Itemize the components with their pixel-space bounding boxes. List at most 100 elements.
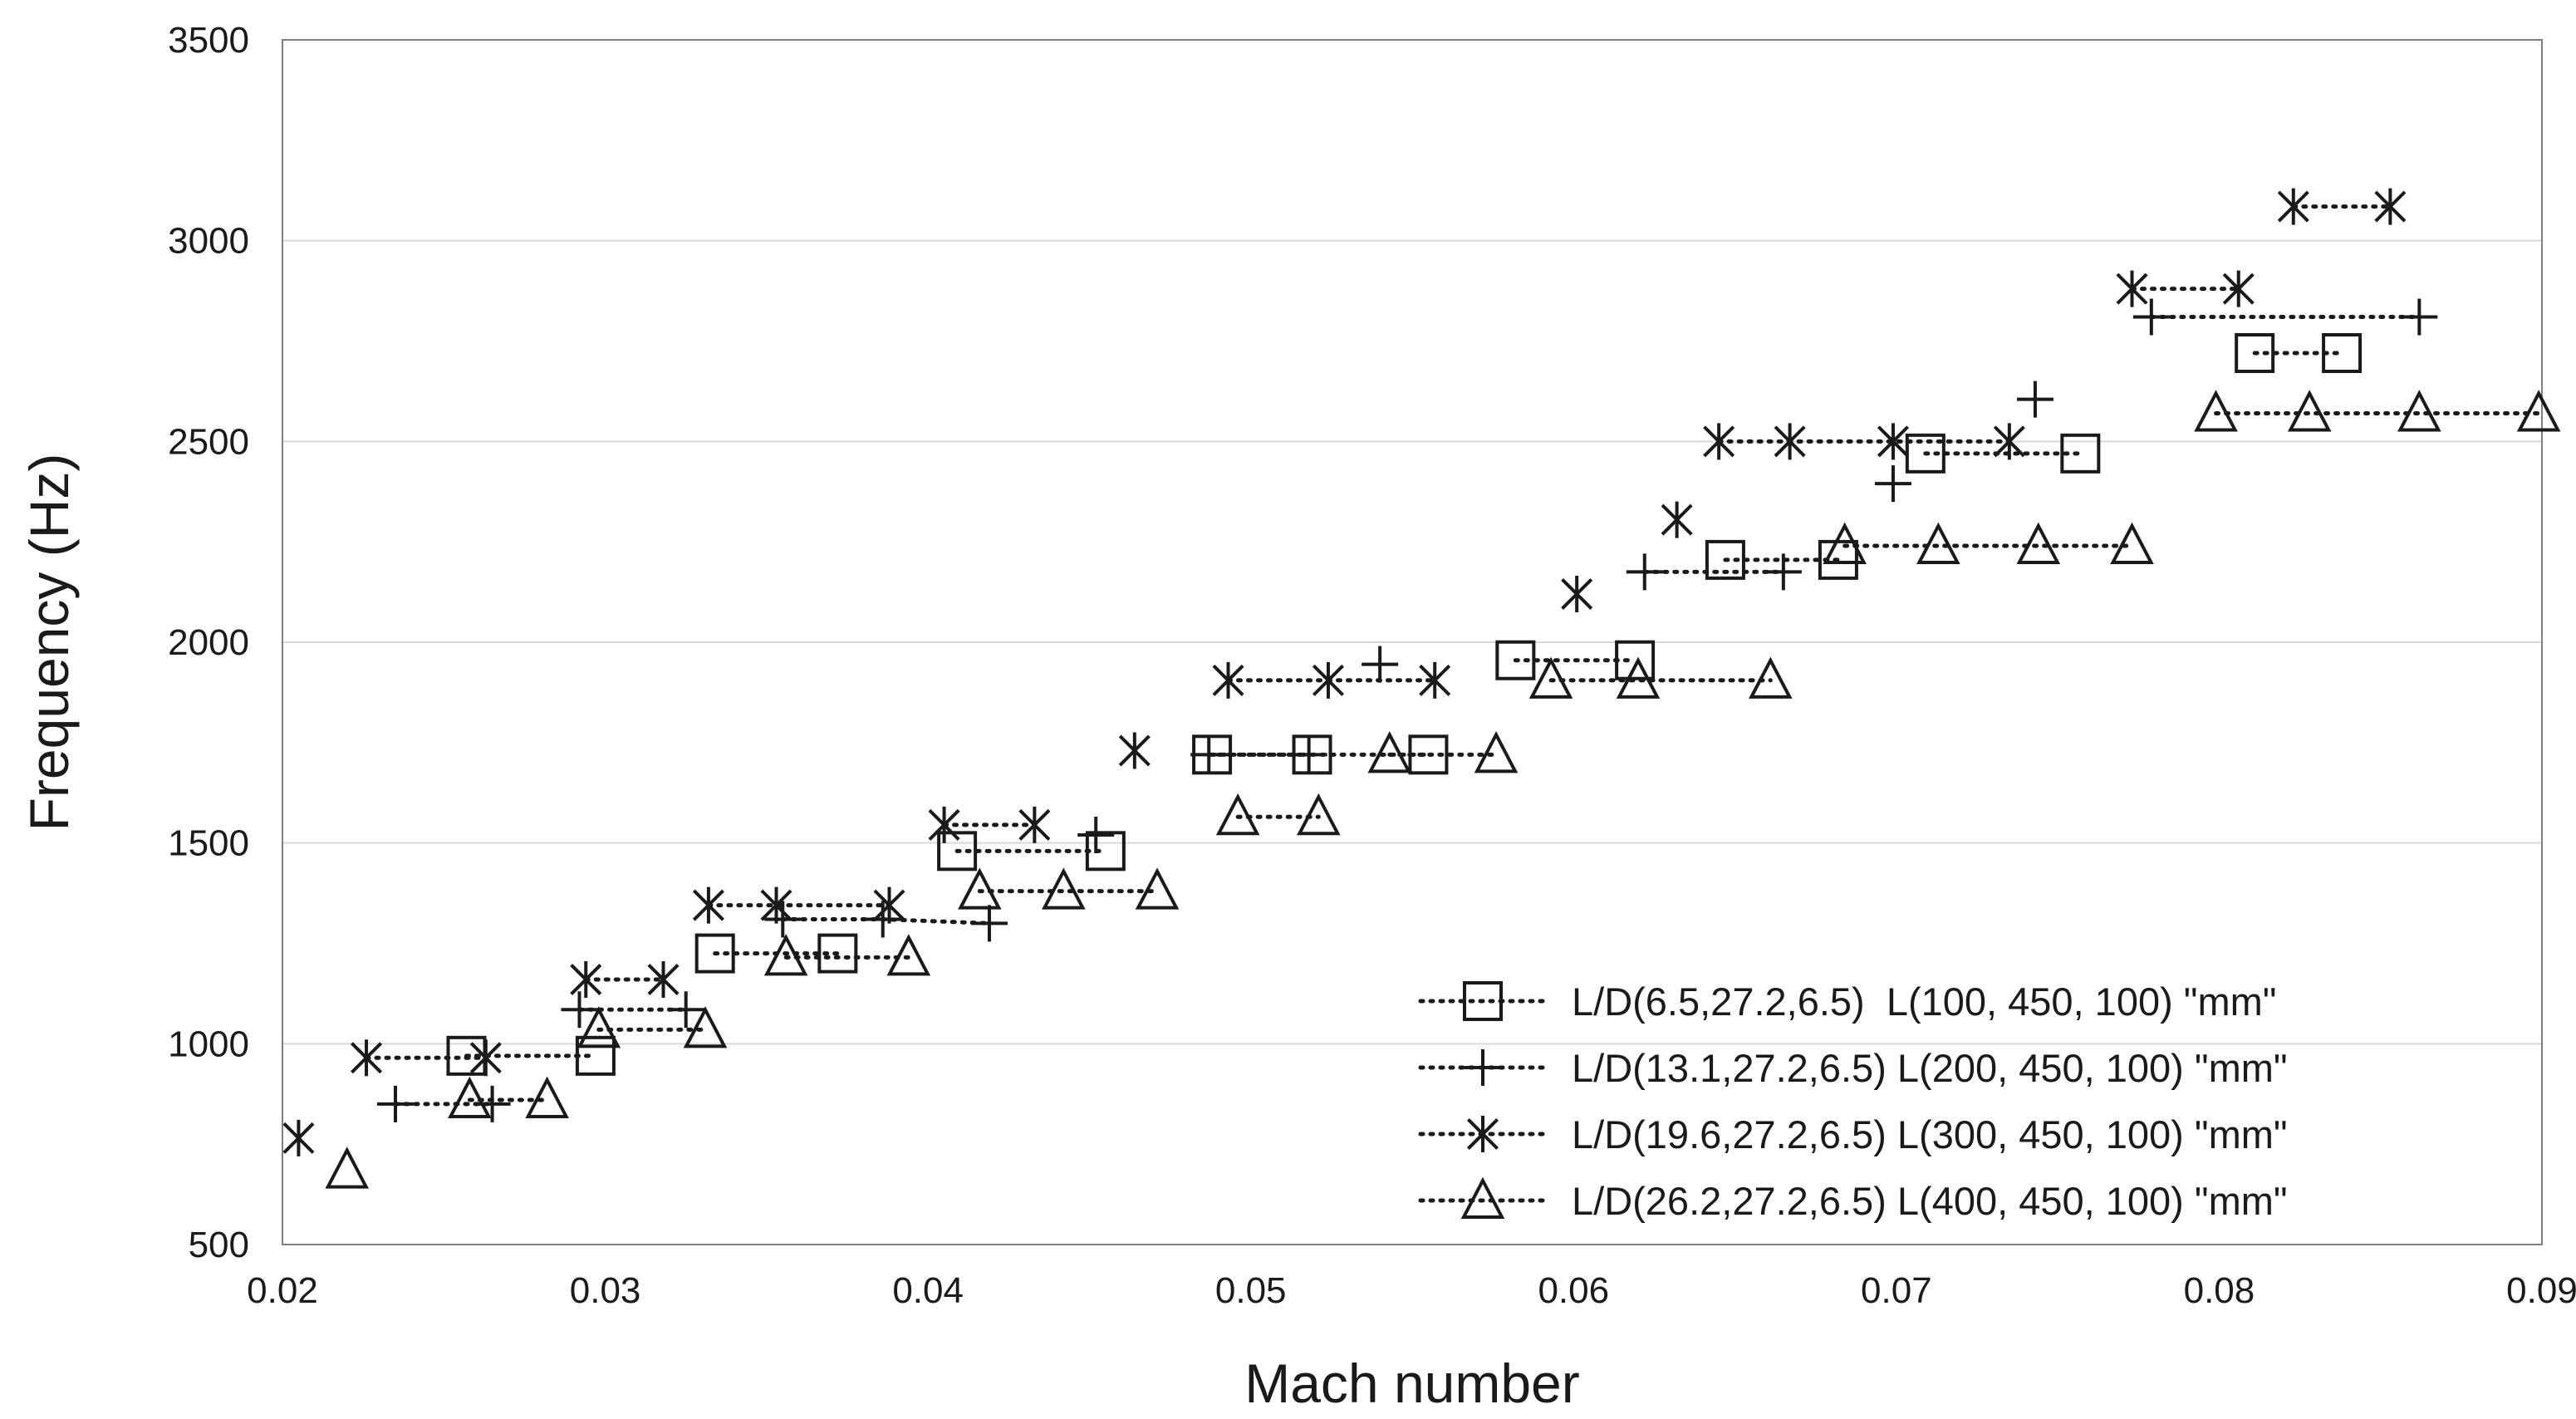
data-point-plus <box>1290 736 1327 773</box>
data-point-square <box>1085 831 1126 872</box>
data-point-asterisk <box>1018 806 1051 843</box>
y-axis-tick-labels: 500 1000 1500 2000 2500 3000 3500 <box>168 20 249 1265</box>
data-point-triangle <box>1616 656 1661 699</box>
data-point-square <box>937 831 978 872</box>
data-point-plus <box>970 905 1008 942</box>
series-plus <box>377 298 2438 1122</box>
data-point-asterisk <box>1877 423 1909 460</box>
series-asterisk <box>282 188 2407 1156</box>
legend-marker-asterisk <box>1466 1116 1499 1152</box>
y-tick-label: 2000 <box>168 622 249 663</box>
data-point-square <box>2060 433 2101 474</box>
data-point-square <box>1705 539 1745 580</box>
data-point-asterisk <box>928 806 960 843</box>
data-point-plus <box>473 1085 511 1122</box>
data-point-square <box>1615 640 1656 680</box>
data-point-asterisk <box>1212 661 1244 699</box>
data-series <box>282 188 2561 1189</box>
x-axis-label: Mach number <box>1244 1353 1580 1414</box>
data-point-triangle <box>1367 731 1412 773</box>
data-point-plus <box>2016 381 2053 418</box>
legend-marker-square <box>1463 981 1503 1021</box>
data-point-triangle <box>2397 390 2441 432</box>
x-axis-tick-labels: 0.02 0.03 0.04 0.05 0.06 0.07 0.08 0.09 <box>247 1270 2576 1311</box>
data-point-triangle <box>1297 793 1341 836</box>
data-point-asterisk <box>1774 423 1806 460</box>
data-point-plus <box>1874 465 1911 503</box>
data-point-asterisk <box>1561 576 1593 612</box>
data-point-square <box>2322 333 2363 373</box>
data-point-asterisk <box>2374 188 2407 225</box>
data-point-triangle <box>1215 793 1260 836</box>
data-point-asterisk <box>2116 270 2148 307</box>
data-point-triangle <box>1042 867 1086 910</box>
x-tick-label: 0.08 <box>2184 1270 2255 1311</box>
data-point-asterisk <box>2277 188 2309 225</box>
data-point-triangle <box>1474 731 1519 773</box>
y-tick-label: 3500 <box>168 20 249 61</box>
data-point-asterisk <box>1703 423 1735 460</box>
x-tick-label: 0.02 <box>247 1270 318 1311</box>
data-point-triangle <box>958 867 1002 910</box>
legend: L/D(6.5,27.2,6.5) L(100, 450, 100) "mm" L… <box>1418 980 2288 1223</box>
y-tick-label: 3000 <box>168 221 249 262</box>
legend-marker-plus <box>1465 1049 1501 1086</box>
plot-area-frame <box>282 39 2543 1245</box>
data-point-plus <box>667 991 704 1029</box>
legend-label: L/D(26.2,27.2,6.5) L(400, 450, 100) "mm" <box>1572 1179 2288 1223</box>
gridlines <box>282 239 2542 1045</box>
data-point-triangle <box>2287 390 2332 432</box>
data-point-triangle <box>2016 522 2061 564</box>
data-point-asterisk <box>1312 661 1344 699</box>
data-point-plus <box>864 901 901 938</box>
data-point-triangle <box>2110 522 2154 564</box>
legend-item: L/D(19.6,27.2,6.5) L(300, 450, 100) "mm" <box>1418 1112 2288 1156</box>
data-point-square <box>2235 333 2275 373</box>
data-point-plus <box>1764 553 1802 591</box>
data-point-plus <box>1077 817 1115 853</box>
data-point-plus <box>1626 553 1663 591</box>
x-tick-label: 0.09 <box>2506 1270 2576 1311</box>
legend-item: L/D(26.2,27.2,6.5) L(400, 450, 100) "mm" <box>1418 1176 2288 1223</box>
data-point-square <box>575 1035 616 1076</box>
data-point-plus <box>377 1085 414 1122</box>
data-point-asterisk <box>2222 270 2255 307</box>
legend-label: L/D(19.6,27.2,6.5) L(300, 450, 100) "mm" <box>1572 1112 2288 1156</box>
data-point-triangle <box>1528 656 1573 699</box>
data-point-triangle <box>1823 522 1867 564</box>
data-point-triangle <box>525 1076 569 1118</box>
data-point-asterisk <box>1993 423 2025 460</box>
y-axis-label: Frequency (Hz) <box>18 454 80 832</box>
legend-marker-triangle <box>1460 1176 1505 1219</box>
data-point-asterisk <box>760 886 792 924</box>
legend-item: L/D(6.5,27.2,6.5) L(100, 450, 100) "mm" <box>1418 980 2276 1024</box>
data-point-triangle <box>1749 656 1793 699</box>
y-tick-label: 2500 <box>168 421 249 462</box>
legend-item: L/D(13.1,27.2,6.5) L(200, 450, 100) "mm" <box>1418 1046 2288 1090</box>
data-point-asterisk <box>282 1119 315 1156</box>
data-point-plus <box>561 991 598 1029</box>
data-point-triangle <box>448 1076 492 1118</box>
data-point-asterisk <box>1661 501 1693 538</box>
data-point-asterisk <box>1419 661 1451 699</box>
x-tick-label: 0.05 <box>1215 1270 1287 1311</box>
y-tick-label: 1500 <box>168 823 249 864</box>
data-point-asterisk <box>647 961 680 998</box>
data-point-asterisk <box>1118 732 1151 769</box>
data-point-triangle <box>1135 867 1180 910</box>
data-point-triangle <box>577 1006 621 1048</box>
x-tick-label: 0.06 <box>1538 1270 1609 1311</box>
data-point-triangle <box>325 1146 370 1189</box>
data-point-triangle <box>2194 390 2238 432</box>
legend-label: L/D(13.1,27.2,6.5) L(200, 450, 100) "mm" <box>1572 1046 2288 1090</box>
y-tick-label: 1000 <box>168 1024 249 1064</box>
data-point-triangle <box>886 934 931 976</box>
data-point-plus <box>1362 646 1399 683</box>
data-point-plus <box>1190 736 1228 773</box>
data-point-plus <box>764 901 802 938</box>
data-point-square <box>817 933 858 974</box>
x-tick-label: 0.04 <box>892 1270 964 1311</box>
data-point-triangle <box>1916 522 1960 564</box>
